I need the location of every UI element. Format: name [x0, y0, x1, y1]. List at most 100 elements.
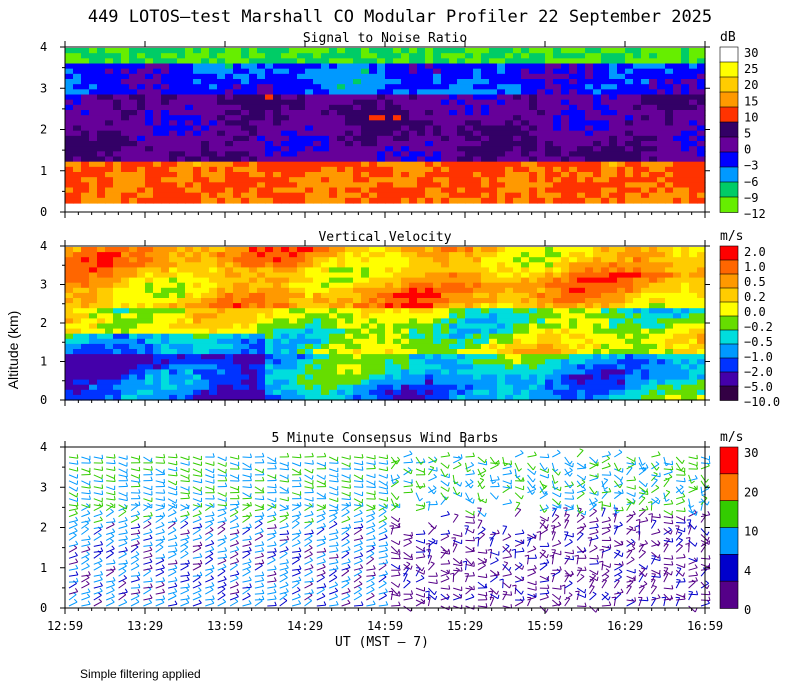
heatmap-cell [593, 384, 602, 391]
heatmap-cell [345, 318, 354, 325]
heatmap-cell [521, 172, 530, 178]
heatmap-cell [329, 333, 338, 340]
heatmap-cell [185, 94, 194, 101]
heatmap-cell [545, 272, 554, 279]
heatmap-cell [345, 104, 354, 111]
heatmap-cell [537, 115, 546, 121]
heatmap-cell [593, 192, 602, 199]
heatmap-cell [193, 161, 202, 168]
heatmap-cell [321, 125, 330, 132]
heatmap-cell [249, 141, 258, 147]
heatmap-cell [537, 141, 546, 147]
heatmap-cell [537, 277, 546, 284]
heatmap-cell [273, 68, 282, 75]
heatmap-cell [225, 394, 234, 401]
heatmap-cell [649, 338, 658, 345]
heatmap-cell [665, 63, 674, 70]
heatmap-cell [265, 84, 274, 90]
heatmap-cell [537, 343, 546, 350]
heatmap-cell [225, 166, 234, 173]
heatmap-cell [289, 89, 298, 96]
heatmap-cell [161, 328, 170, 335]
heatmap-cell [377, 333, 386, 340]
heatmap-cell [201, 287, 210, 294]
heatmap-cell [353, 333, 362, 340]
heatmap-cell [137, 379, 146, 386]
heatmap-cell [513, 292, 522, 299]
heatmap-cell [377, 298, 386, 304]
heatmap-cell [425, 48, 434, 54]
heatmap-cell [129, 389, 138, 396]
heatmap-cell [537, 267, 546, 274]
heatmap-cell [193, 257, 202, 263]
heatmap-cell [177, 68, 186, 75]
heatmap-cell [345, 333, 354, 340]
heatmap-cell [81, 369, 90, 376]
heatmap-cell [401, 298, 410, 304]
heatmap-cell [433, 135, 442, 142]
heatmap-cell [217, 374, 226, 381]
y-tick-label: 2 [40, 316, 47, 330]
heatmap-cell [529, 151, 538, 158]
heatmap-cell [105, 58, 114, 65]
heatmap-cell [385, 172, 394, 178]
heatmap-cell [273, 84, 282, 90]
heatmap-cell [225, 192, 234, 199]
heatmap-cell [345, 272, 354, 279]
heatmap-cell [241, 318, 250, 325]
heatmap-cell [401, 308, 410, 314]
heatmap-cell [489, 354, 498, 360]
heatmap-cell [233, 369, 242, 376]
heatmap-cell [529, 389, 538, 396]
heatmap-cell [649, 277, 658, 284]
heatmap-cell [617, 277, 626, 284]
heatmap-cell [97, 303, 106, 309]
heatmap-cell [641, 68, 650, 75]
heatmap-cell [185, 328, 194, 335]
heatmap-cell [617, 68, 626, 75]
heatmap-cell [497, 115, 506, 121]
heatmap-cell [297, 389, 306, 396]
heatmap-cell [513, 257, 522, 263]
heatmap-cell [585, 197, 594, 204]
heatmap-cell [273, 384, 282, 391]
heatmap-cell [201, 172, 210, 178]
heatmap-cell [425, 318, 434, 325]
heatmap-cell [265, 374, 274, 381]
heatmap-cell [161, 394, 170, 401]
heatmap-cell [145, 247, 154, 253]
heatmap-cell [369, 115, 378, 121]
heatmap-cell [113, 120, 122, 127]
heatmap-cell [425, 192, 434, 199]
heatmap-cell [249, 151, 258, 158]
heatmap-cell [65, 272, 74, 279]
heatmap-cell [153, 374, 162, 381]
heatmap-cell [73, 130, 82, 137]
heatmap-cell [649, 333, 658, 340]
heatmap-cell [513, 177, 522, 183]
heatmap-cell [337, 318, 346, 325]
heatmap-cell [257, 282, 266, 289]
heatmap-cell [601, 89, 610, 96]
heatmap-cell [153, 48, 162, 54]
heatmap-cell [177, 364, 186, 370]
heatmap-cell [89, 99, 98, 106]
heatmap-cell [81, 374, 90, 381]
heatmap-cell [113, 349, 122, 355]
heatmap-cell [393, 343, 402, 350]
heatmap-cell [137, 110, 146, 116]
heatmap-cell [433, 104, 442, 111]
colorbar-unit: dB [720, 30, 736, 45]
heatmap-cell [665, 182, 674, 189]
heatmap-cell [273, 349, 282, 355]
heatmap-cell [161, 287, 170, 294]
heatmap-cell [393, 292, 402, 299]
heatmap-cell [449, 161, 458, 168]
heatmap-cell [129, 94, 138, 101]
heatmap-cell [345, 379, 354, 386]
heatmap-cell [593, 84, 602, 90]
heatmap-cell [97, 389, 106, 396]
heatmap-cell [393, 374, 402, 381]
heatmap-cell [617, 364, 626, 370]
heatmap-cell [153, 252, 162, 258]
